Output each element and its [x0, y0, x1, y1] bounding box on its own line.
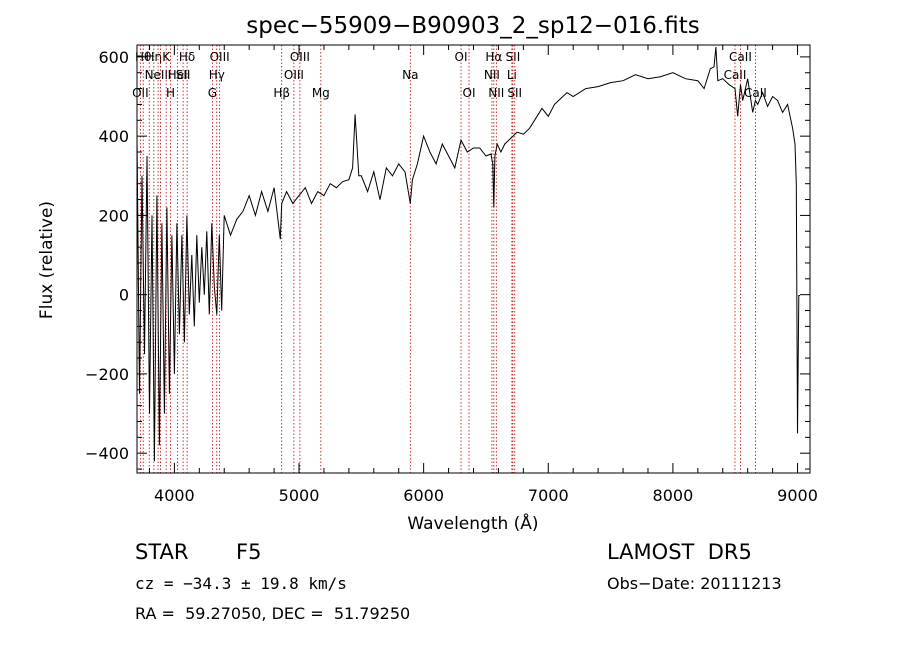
- line-label: Na: [402, 68, 418, 82]
- y-tick-label: 600: [98, 48, 129, 67]
- y-tick-label: 200: [98, 206, 129, 225]
- line-label: OIII: [290, 50, 310, 64]
- x-tick-label: 5000: [279, 486, 320, 505]
- x-tick-label: 4000: [154, 486, 195, 505]
- line-label: SII: [506, 50, 521, 64]
- line-label: OII: [132, 86, 149, 100]
- line-label: Hα: [485, 50, 502, 64]
- line-label: Hη: [146, 50, 163, 64]
- line-label: Hγ: [209, 68, 225, 82]
- y-tick-label: 400: [98, 127, 129, 146]
- y-tick-label: 0: [119, 286, 129, 305]
- line-label: G: [208, 86, 217, 100]
- observation-date: Obs−Date: 20111213: [607, 574, 782, 593]
- redshift-cz: cz = −34.3 ± 19.8 km/s: [135, 574, 347, 593]
- line-label: Hδ: [179, 50, 195, 64]
- spectrum-series: [136, 46, 800, 462]
- x-tick-label: 8000: [653, 486, 694, 505]
- plot-frame: [136, 44, 811, 474]
- line-label: OI: [463, 86, 476, 100]
- line-label: H: [166, 86, 175, 100]
- y-tick-label: −400: [85, 444, 129, 463]
- survey-name: LAMOST DR5: [607, 540, 752, 564]
- y-tick-label: −200: [85, 365, 129, 384]
- spectral-line-markers: OIIHθHηNeIIIKHHeISIIHδGHγOIIIHβOIIIOIIIM…: [132, 45, 767, 473]
- x-tick-label: 7000: [528, 486, 569, 505]
- line-label: OIII: [210, 50, 230, 64]
- chart-title: spec−55909−B90903_2_sp12−016.fits: [246, 13, 700, 39]
- line-label: Hβ: [273, 86, 290, 100]
- object-subclass: F5: [236, 540, 262, 564]
- line-label: OIII: [284, 68, 304, 82]
- line-label: NII: [488, 86, 504, 100]
- line-label: CaII: [729, 50, 752, 64]
- line-label: NII: [484, 68, 500, 82]
- x-tick-label: 9000: [777, 486, 818, 505]
- line-label: NeIII: [145, 68, 172, 82]
- line-label: CaII: [724, 68, 747, 82]
- line-label: SII: [507, 86, 522, 100]
- line-label: K: [162, 50, 171, 64]
- line-label: Li: [507, 68, 517, 82]
- line-label: Mg: [312, 86, 330, 100]
- x-tick-label: 6000: [403, 486, 444, 505]
- line-label: OI: [455, 50, 468, 64]
- line-label: HeI: [168, 68, 188, 82]
- axis-ticks: 4000 5000 6000 7000 8000 9000 −400 −200 0 200 400 6…: [85, 45, 818, 505]
- object-type: STAR: [135, 540, 189, 564]
- coordinates: RA = 59.27050, DEC = 51.79250: [135, 604, 411, 623]
- line-label: CaII: [744, 86, 767, 100]
- y-axis-label: Flux (relative): [37, 201, 57, 319]
- x-axis-label: Wavelength (Å): [407, 512, 538, 534]
- line-label: SII: [176, 68, 191, 82]
- spectrum-line: [136, 46, 800, 462]
